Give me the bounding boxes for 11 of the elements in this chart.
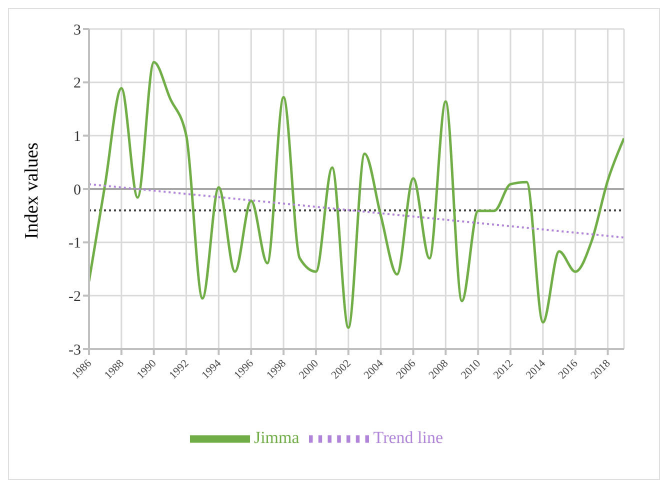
y-tick-label: 1 [74,128,81,145]
legend-label: Trend line [373,428,444,447]
y-tick-label: 3 [74,22,81,38]
y-tick-label: -3 [68,342,81,358]
legend-label: Jimma [254,428,300,447]
y-tick-label: -1 [68,236,81,252]
y-tick-label: 2 [74,76,81,92]
y-tick-label: 0 [74,182,81,198]
y-axis-title: Index values [22,142,43,239]
y-tick-label: -2 [68,288,81,305]
line-series [89,60,624,329]
